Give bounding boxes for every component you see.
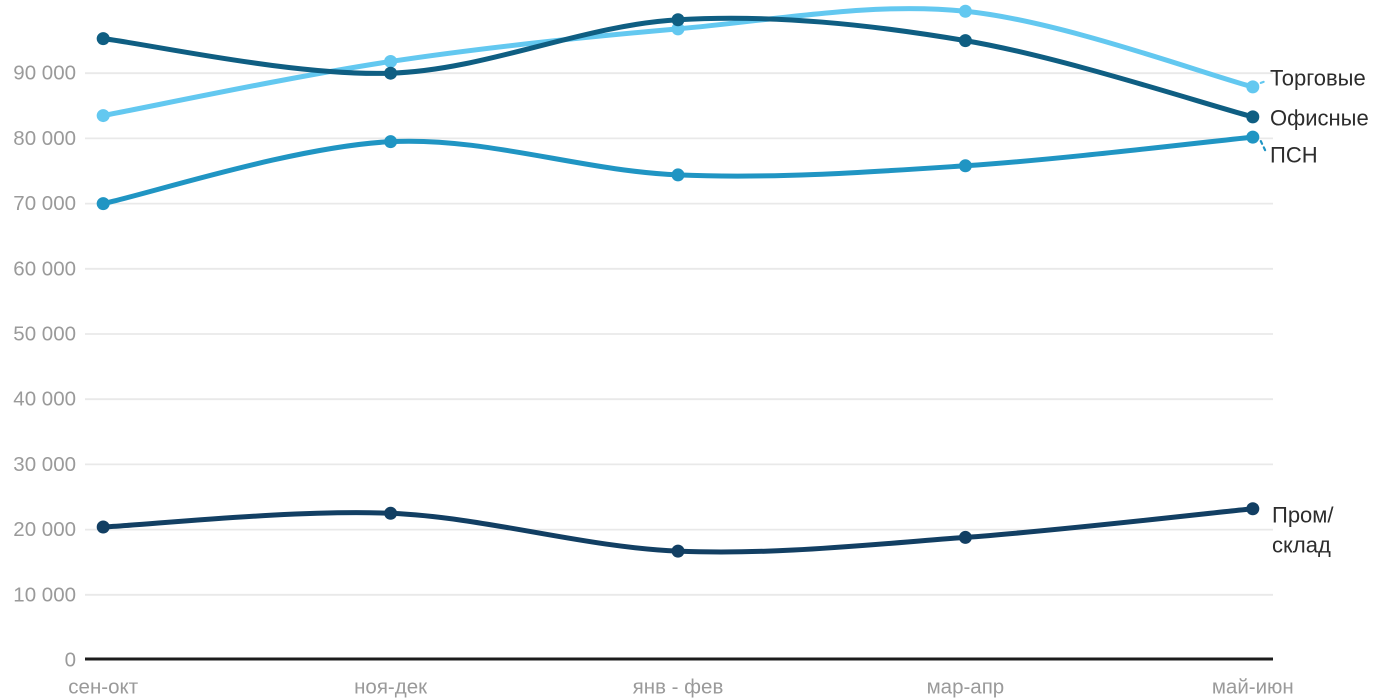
y-tick-label: 50 000 xyxy=(13,323,76,346)
series-label: склад xyxy=(1272,533,1331,558)
y-tick-label: 10 000 xyxy=(13,583,76,606)
data-point xyxy=(384,135,398,149)
data-point xyxy=(958,34,972,48)
data-point xyxy=(384,66,398,80)
data-point xyxy=(1246,502,1260,516)
series-label: Торговые xyxy=(1270,66,1366,91)
data-point xyxy=(671,544,685,558)
data-point xyxy=(384,54,398,68)
y-tick-label: 90 000 xyxy=(13,62,76,85)
data-point xyxy=(96,32,110,46)
y-tick-label: 0 xyxy=(65,649,76,672)
x-tick-label: сен-окт xyxy=(68,676,138,699)
data-point xyxy=(958,159,972,173)
y-tick-label: 20 000 xyxy=(13,518,76,541)
data-point xyxy=(958,4,972,18)
label-connector xyxy=(1259,79,1268,84)
data-point xyxy=(96,109,110,123)
label-connector xyxy=(1259,139,1268,154)
x-tick-label: мар-апр xyxy=(927,676,1005,699)
y-tick-label: 60 000 xyxy=(13,257,76,280)
series-label: Пром/ xyxy=(1272,503,1334,528)
y-tick-label: 40 000 xyxy=(13,388,76,411)
data-point xyxy=(671,168,685,182)
series-label: Офисные xyxy=(1270,106,1369,131)
x-tick-label: янв - фев xyxy=(633,676,724,699)
series-label: ПСН xyxy=(1270,143,1318,168)
data-point xyxy=(96,520,110,534)
data-point xyxy=(1246,110,1260,124)
y-tick-label: 80 000 xyxy=(13,127,76,150)
x-tick-label: май-июн xyxy=(1212,676,1294,699)
data-point xyxy=(671,22,685,36)
y-tick-label: 30 000 xyxy=(13,453,76,476)
x-tick-label: ноя-дек xyxy=(354,676,428,699)
data-point xyxy=(384,506,398,520)
data-point xyxy=(671,13,685,27)
data-point xyxy=(1246,130,1260,144)
y-tick-label: 70 000 xyxy=(13,192,76,215)
data-point xyxy=(96,197,110,211)
data-point xyxy=(1246,80,1260,94)
data-point xyxy=(958,530,972,544)
